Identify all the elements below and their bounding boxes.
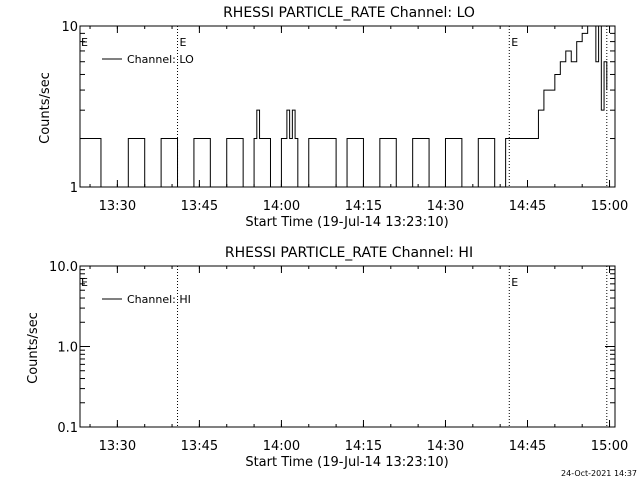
x-tick-label-hi: 15:00	[591, 439, 628, 454]
x-tick-label-hi: 14:30	[427, 439, 464, 454]
plot-frame-hi	[79, 265, 616, 428]
event-marker-label-lo: E	[511, 36, 518, 49]
event-marker-label-start-hi: E	[81, 276, 88, 289]
x-tick-label-lo: 13:45	[181, 199, 218, 214]
footer-timestamp: 24-Oct-2021 14:37	[561, 469, 637, 478]
x-tick-label-hi: 14:15	[345, 439, 382, 454]
chart-title-lo: RHESSI PARTICLE_RATE Channel: LO	[223, 5, 475, 21]
x-tick-label-lo: 14:15	[345, 199, 382, 214]
x-tick-label-lo: 14:30	[427, 199, 464, 214]
y-tick-label-hi: 1.0	[57, 341, 78, 356]
event-marker-label-start-lo: E	[81, 36, 88, 49]
legend-label-hi: Channel: HI	[127, 293, 191, 306]
x-tick-label-hi: 14:45	[509, 439, 546, 454]
x-tick-label-hi: 13:45	[181, 439, 218, 454]
event-marker-label-lo: E	[180, 36, 187, 49]
x-tick-label-lo: 14:45	[509, 199, 546, 214]
x-tick-label-lo: 13:30	[99, 199, 136, 214]
x-tick-label-hi: 14:00	[263, 439, 300, 454]
x-axis-label-lo: Start Time (19-Jul-14 13:23:10)	[245, 215, 448, 230]
y-tick-label-hi: 0.1	[57, 421, 78, 436]
x-tick-label-hi: 13:30	[99, 439, 136, 454]
y-tick-label-hi: 10.0	[49, 260, 78, 275]
data-series-line-lo	[80, 25, 608, 188]
legend-label-lo: Channel: LO	[127, 53, 194, 66]
y-tick-label-lo: 1	[70, 181, 78, 196]
y-tick-label-lo: 10	[61, 20, 78, 35]
x-tick-label-lo: 14:00	[263, 199, 300, 214]
y-axis-label-hi: Counts/sec	[26, 312, 41, 384]
event-marker-label-hi: E	[511, 276, 518, 289]
hi-channel-panel: RHESSI PARTICLE_RATE Channel: HI Start T…	[26, 245, 628, 470]
y-axis-label-lo: Counts/sec	[38, 72, 53, 144]
chart-title-hi: RHESSI PARTICLE_RATE Channel: HI	[225, 245, 473, 261]
x-axis-label-hi: Start Time (19-Jul-14 13:23:10)	[245, 455, 448, 470]
lo-channel-panel: RHESSI PARTICLE_RATE Channel: LO Start T…	[38, 5, 628, 230]
x-tick-label-lo: 15:00	[591, 199, 628, 214]
